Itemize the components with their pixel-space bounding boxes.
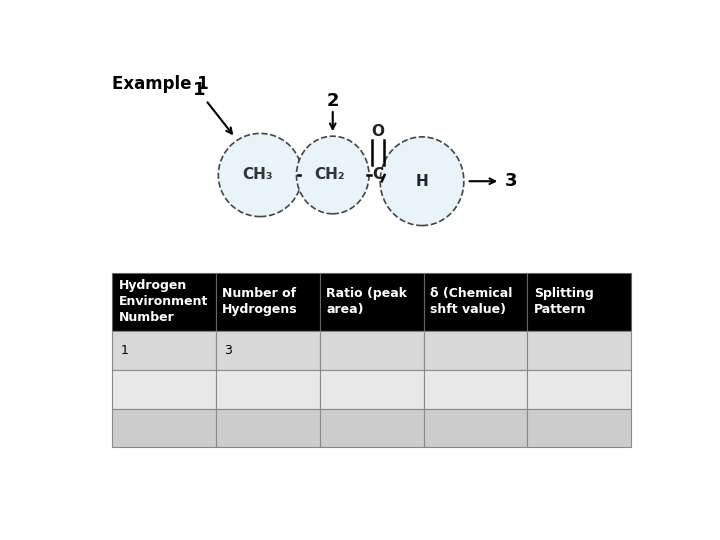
Text: 3: 3 xyxy=(505,172,518,190)
Bar xyxy=(423,273,528,331)
Bar xyxy=(112,409,216,447)
Text: Example 1: Example 1 xyxy=(112,75,209,93)
Text: 1: 1 xyxy=(193,81,206,99)
Text: δ (Chemical
shft value): δ (Chemical shft value) xyxy=(430,287,513,316)
Text: C: C xyxy=(372,167,384,183)
Bar xyxy=(320,409,423,447)
Text: H: H xyxy=(415,174,428,188)
Bar xyxy=(216,370,320,409)
Bar xyxy=(528,370,631,409)
Bar xyxy=(216,331,320,370)
Ellipse shape xyxy=(218,133,302,217)
Text: Splitting
Pattern: Splitting Pattern xyxy=(534,287,593,316)
Bar xyxy=(528,331,631,370)
Bar xyxy=(528,409,631,447)
Text: CH₃: CH₃ xyxy=(242,167,273,183)
Bar xyxy=(423,370,528,409)
Bar xyxy=(112,331,216,370)
Text: Hydrogen
Environment
Number: Hydrogen Environment Number xyxy=(119,279,208,325)
Bar xyxy=(528,273,631,331)
Bar xyxy=(216,409,320,447)
Text: Ratio (peak
area): Ratio (peak area) xyxy=(326,287,407,316)
Bar xyxy=(320,331,423,370)
Text: Number of
Hydrogens: Number of Hydrogens xyxy=(222,287,298,316)
Bar xyxy=(423,331,528,370)
Text: 2: 2 xyxy=(326,92,339,110)
Bar xyxy=(216,273,320,331)
Bar xyxy=(112,273,216,331)
Ellipse shape xyxy=(297,136,369,214)
Ellipse shape xyxy=(380,137,464,226)
Bar xyxy=(320,370,423,409)
Text: 1: 1 xyxy=(121,344,128,357)
Bar xyxy=(423,409,528,447)
Text: 3: 3 xyxy=(225,344,233,357)
Text: CH₂: CH₂ xyxy=(315,167,345,183)
Bar xyxy=(112,370,216,409)
Text: O: O xyxy=(372,124,384,139)
Bar xyxy=(320,273,423,331)
